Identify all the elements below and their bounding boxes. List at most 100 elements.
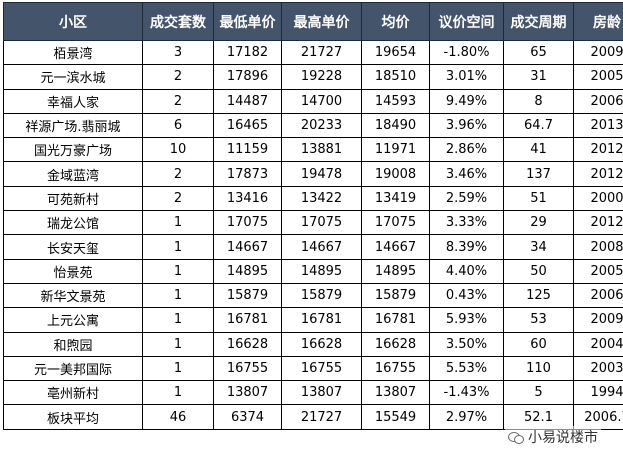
community-name-cell: 长安天玺	[3, 234, 143, 260]
table-cell: 4.40%	[429, 258, 504, 284]
table-cell: 31	[503, 64, 574, 90]
table-cell: 16755	[281, 355, 362, 382]
table-cell: 16755	[361, 355, 430, 382]
table-cell: 15879	[213, 282, 282, 309]
table-row: 怡景苑 1 14895 14895 14895 4.40% 50 2005	[3, 258, 623, 284]
table-cell: 13881	[281, 137, 362, 163]
table-cell: 2008	[573, 234, 623, 260]
table-cell: 3	[142, 39, 214, 66]
table-cell: 2012	[573, 137, 623, 163]
table-cell: 19654	[361, 39, 430, 66]
table-row: 新华文景苑 1 15879 15879 15879 0.43% 125 2006	[3, 282, 623, 309]
table-row: 元一美邦国际 1 16755 16755 16755 5.53% 110 2003	[3, 355, 623, 382]
table-cell: 20233	[281, 112, 362, 139]
column-header: 最低单价	[213, 2, 282, 41]
table-cell: 2004	[573, 331, 623, 357]
table-cell: 2006	[573, 282, 623, 309]
table-cell: 2005	[573, 64, 623, 90]
column-header: 房龄	[573, 2, 623, 41]
community-name-cell: 栢景湾	[3, 39, 143, 66]
table-cell: 16781	[213, 307, 282, 333]
table-cell: 14700	[281, 88, 362, 114]
table-cell: 15549	[361, 404, 430, 430]
table-cell: 17075	[361, 210, 430, 236]
table-row: 金域蓝湾 2 17873 19478 19008 3.46% 137 2012	[3, 161, 623, 187]
table-cell: 46	[142, 404, 214, 430]
table-cell: 1	[142, 234, 214, 260]
table-cell: 3.96%	[429, 112, 504, 139]
table-row: 可苑新村 2 13416 13422 13419 2.59% 51 2000	[3, 185, 623, 212]
table-cell: 18510	[361, 64, 430, 90]
table-cell: 17873	[213, 161, 282, 187]
table-cell: 5	[503, 380, 574, 406]
table-cell: 19228	[281, 64, 362, 90]
community-name-cell: 元一滨水城	[3, 64, 143, 90]
table-row: 祥源广场.翡丽城 6 16465 20233 18490 3.96% 64.7 2013	[3, 112, 623, 139]
table-cell: 14895	[361, 258, 430, 284]
table-cell: 13807	[281, 380, 362, 406]
table-cell: 14895	[281, 258, 362, 284]
table-cell: 13807	[213, 380, 282, 406]
table-cell: 53	[503, 307, 574, 333]
table-cell: 9.49%	[429, 88, 504, 114]
table-row: 瑞龙公馆 1 17075 17075 17075 3.33% 29 2012	[3, 210, 623, 236]
table-cell: 11971	[361, 137, 430, 163]
column-header: 成交周期	[503, 2, 574, 41]
table-cell: 2005	[573, 258, 623, 284]
table-cell: 2009	[573, 307, 623, 333]
community-name-cell: 瑞龙公馆	[3, 210, 143, 236]
table-cell: 2013	[573, 112, 623, 139]
table-cell: 2003	[573, 355, 623, 382]
table-cell: 19478	[281, 161, 362, 187]
table-cell: -1.80%	[429, 39, 504, 66]
table-cell: 1	[142, 307, 214, 333]
column-header: 均价	[361, 2, 430, 41]
table-cell: 3.33%	[429, 210, 504, 236]
table-cell: 8	[503, 88, 574, 114]
table-cell: 3.46%	[429, 161, 504, 187]
table-cell: 1	[142, 331, 214, 357]
community-name-cell: 怡景苑	[3, 258, 143, 284]
community-name-cell: 可苑新村	[3, 185, 143, 212]
table-cell: 16628	[213, 331, 282, 357]
table-row: 国光万豪广场 10 11159 13881 11971 2.86% 41 2012	[3, 137, 623, 163]
table-cell: 1	[142, 355, 214, 382]
wechat-icon	[508, 430, 524, 444]
community-name-cell: 亳州新村	[3, 380, 143, 406]
table-cell: 137	[503, 161, 574, 187]
table-cell: 14667	[361, 234, 430, 260]
table-cell: 5.53%	[429, 355, 504, 382]
table-body: 栢景湾 3 17182 21727 19654 -1.80% 65 2009 元一滨水城 2 178…	[3, 39, 623, 430]
table-cell: 14487	[213, 88, 282, 114]
table-cell: 1	[142, 380, 214, 406]
table-cell: 15879	[361, 282, 430, 309]
table-cell: 41	[503, 137, 574, 163]
table-cell: 13807	[361, 380, 430, 406]
community-name-cell: 上元公寓	[3, 307, 143, 333]
table-cell: 2009	[573, 39, 623, 66]
table-cell: 52.1	[503, 404, 574, 430]
table-cell: 17075	[213, 210, 282, 236]
table-cell: 2	[142, 161, 214, 187]
table-cell: 1	[142, 258, 214, 284]
table-cell: 10	[142, 137, 214, 163]
table-cell: 16781	[361, 307, 430, 333]
community-name-cell: 元一美邦国际	[3, 355, 143, 382]
table-row: 长安天玺 1 14667 14667 14667 8.39% 34 2008	[3, 234, 623, 260]
community-name-cell: 新华文景苑	[3, 282, 143, 309]
table-cell: 125	[503, 282, 574, 309]
table-cell: 65	[503, 39, 574, 66]
table-cell: 14593	[361, 88, 430, 114]
table-cell: 16628	[281, 331, 362, 357]
table-cell: 11159	[213, 137, 282, 163]
table-container: 小区 成交套数 最低单价 最高单价 均价 议价空间 成交周期 房龄 栢景湾 3 17182 2172…	[3, 2, 623, 430]
table-cell: 3.50%	[429, 331, 504, 357]
table-cell: 8.39%	[429, 234, 504, 260]
table-cell: 3.01%	[429, 64, 504, 90]
table-cell: 2012	[573, 161, 623, 187]
table-row: 栢景湾 3 17182 21727 19654 -1.80% 65 2009	[3, 39, 623, 66]
table-cell: 2.97%	[429, 404, 504, 430]
table-cell: 14667	[281, 234, 362, 260]
watermark: 小易说楼市	[505, 426, 601, 448]
table-cell: 17182	[213, 39, 282, 66]
